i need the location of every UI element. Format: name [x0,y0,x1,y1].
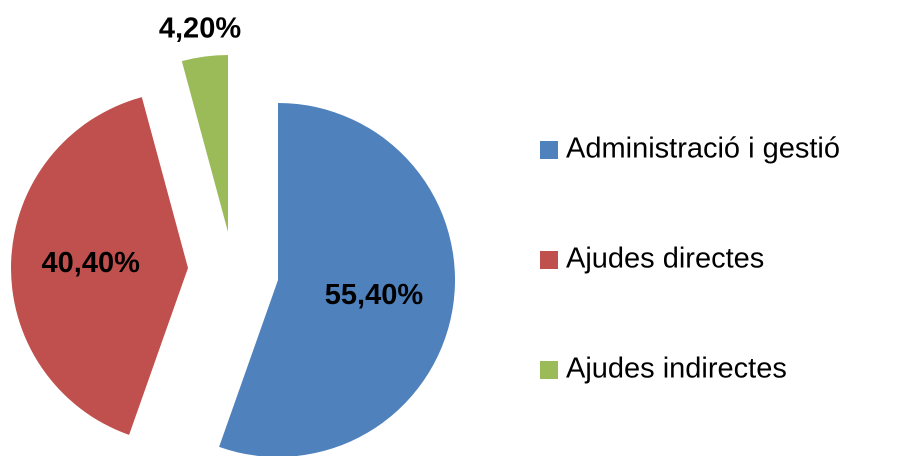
data-label: 40,40% [42,247,141,279]
pie-slice [219,103,455,456]
legend-label: Ajudes directes [566,243,764,275]
legend-swatch [540,251,558,269]
legend-swatch [540,141,558,159]
legend-swatch [540,361,558,379]
data-label: 4,20% [159,13,241,45]
legend-label: Administració i gestió [566,133,840,165]
data-label: 55,40% [325,279,424,311]
pie-slice [10,97,188,435]
legend-label: Ajudes indirectes [566,353,787,385]
pie-slice [181,55,228,232]
